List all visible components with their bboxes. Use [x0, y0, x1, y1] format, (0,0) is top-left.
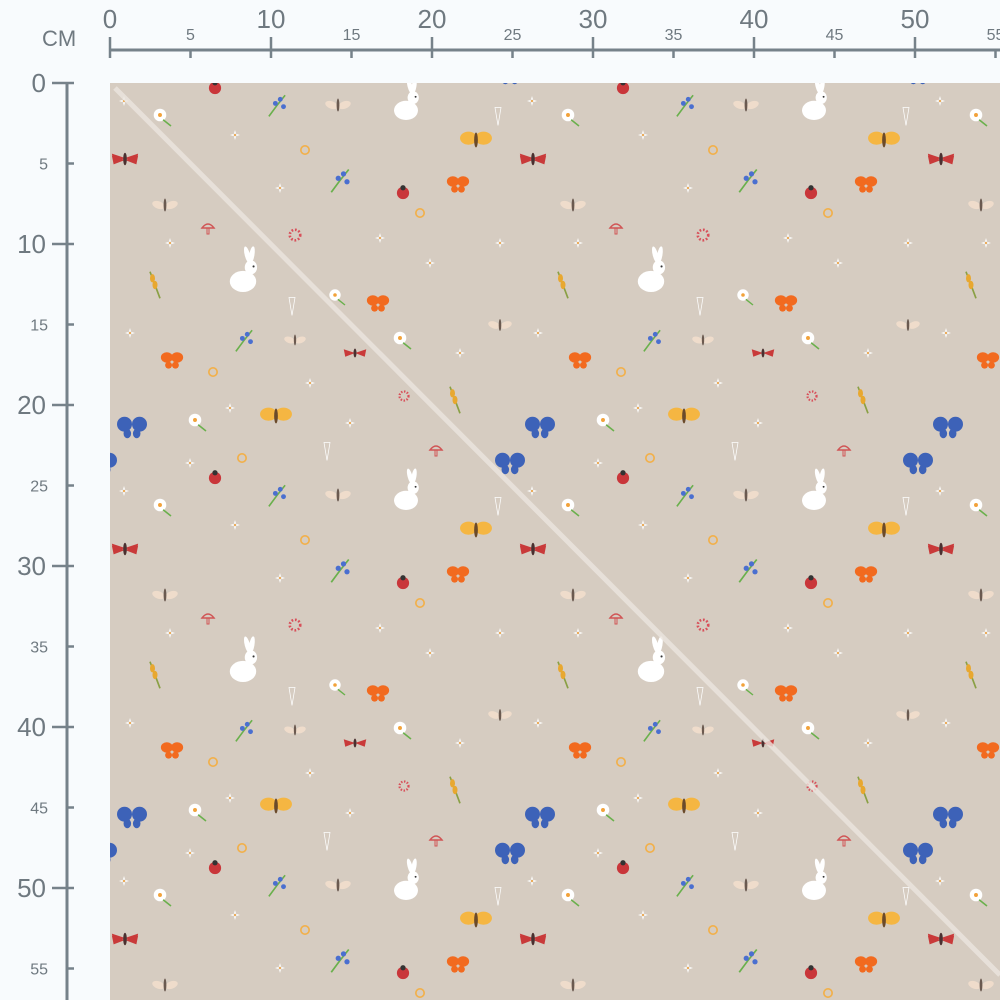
ruler-left-label: 10: [17, 229, 46, 259]
ruler-top-label: 40: [740, 4, 769, 34]
ruler-top-label: 0: [103, 4, 117, 34]
ruler-top-label: 20: [418, 4, 447, 34]
ruler-top-label: 35: [665, 27, 683, 44]
ruler-top-label: 50: [901, 4, 930, 34]
ruler-top: 0 5 10 15 20 25 30 35 40 45 50 55: [103, 4, 1000, 58]
ruler-left-label: 20: [17, 390, 46, 420]
ruler-left: 0 5 10 15 20 25 30 35 40 45 50 55: [17, 68, 74, 1000]
ruler-top-label: 5: [186, 27, 195, 44]
ruler-left-label: 25: [30, 479, 48, 496]
ruler-left-label: 50: [17, 873, 46, 903]
ruler-top-label: 15: [343, 27, 361, 44]
ruler-left-label: 0: [32, 68, 46, 98]
ruler-left-label: 35: [30, 640, 48, 657]
ruler-top-label: 30: [579, 4, 608, 34]
fabric-swatch: [110, 83, 1000, 1000]
ruler-top-label: 45: [826, 27, 844, 44]
ruler-top-label: 55: [987, 27, 1000, 44]
ruler-left-label: 55: [30, 962, 48, 979]
ruler-left-label: 40: [17, 712, 46, 742]
ruler-left-label: 30: [17, 551, 46, 581]
ruler-top-label: 25: [504, 27, 522, 44]
ruler-left-label: 45: [30, 801, 48, 818]
fold-highlight: [113, 86, 1000, 977]
ruler-left-label: 5: [39, 157, 48, 174]
ruler-left-label: 15: [30, 318, 48, 335]
ruler-unit-label: CM: [42, 26, 76, 51]
ruler-top-label: 10: [257, 4, 286, 34]
